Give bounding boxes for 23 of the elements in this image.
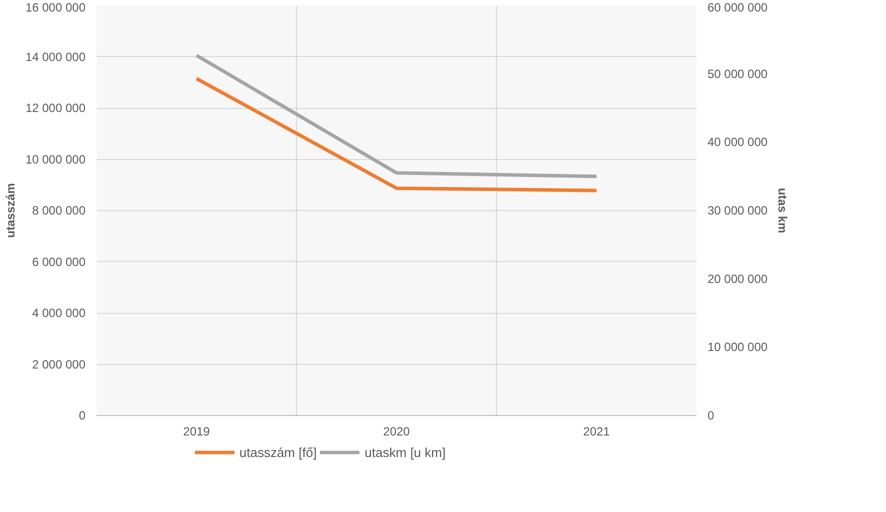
y2-tick-label: 10 000 000 <box>708 340 768 354</box>
y2-tick-label: 20 000 000 <box>708 272 768 286</box>
x-tick-label: 2019 <box>183 424 210 438</box>
y-tick-label: 10 000 000 <box>25 152 86 166</box>
y2-tick-label: 50 000 000 <box>708 66 768 81</box>
y-tick-label: 2 000 000 <box>32 357 86 372</box>
y-tick-label: 6 000 000 <box>32 254 86 269</box>
y-tick-label: 14 000 000 <box>25 50 86 64</box>
y2-axis-title: utas km <box>776 188 790 234</box>
x-tick-label: 2020 <box>383 424 410 438</box>
y2-tick-label: 0 <box>708 408 714 422</box>
y-tick-label: 0 <box>78 408 86 422</box>
y2-tick-label: 30 000 000 <box>708 204 768 218</box>
y2-tick-label: 60 000 000 <box>708 0 768 14</box>
y-tick-label: 12 000 000 <box>25 101 86 115</box>
y-tick-label: 8 000 000 <box>32 204 86 218</box>
legend-label: utaskm [u km] <box>364 444 446 460</box>
legend-label: utasszám [fő] <box>239 444 317 460</box>
y2-tick-label: 40 000 000 <box>708 135 768 150</box>
y-tick-label: 16 000 000 <box>25 0 86 14</box>
x-tick-label: 2021 <box>583 424 610 438</box>
y-tick-label: 4 000 000 <box>32 306 86 320</box>
y-axis-title: utasszám <box>3 183 18 238</box>
